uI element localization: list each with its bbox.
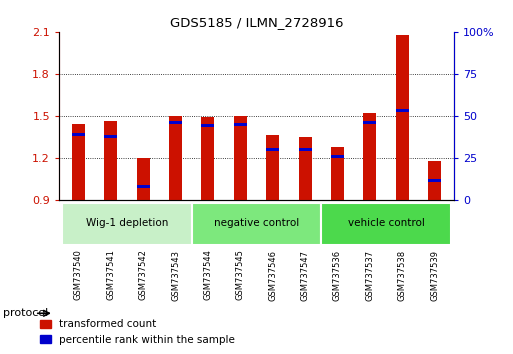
Bar <box>331 155 344 158</box>
Text: GSM737539: GSM737539 <box>430 250 439 301</box>
Text: GSM737538: GSM737538 <box>398 250 407 301</box>
Bar <box>169 116 182 200</box>
Bar <box>396 109 409 112</box>
Text: GSM737540: GSM737540 <box>74 250 83 301</box>
Bar <box>299 148 311 151</box>
Bar <box>266 136 279 200</box>
Bar <box>234 123 247 126</box>
Text: GSM737546: GSM737546 <box>268 250 277 301</box>
Bar <box>299 137 311 200</box>
FancyBboxPatch shape <box>321 203 451 245</box>
Text: GSM737544: GSM737544 <box>204 250 212 301</box>
Text: vehicle control: vehicle control <box>348 218 424 228</box>
Bar <box>202 124 214 127</box>
Bar <box>136 158 150 200</box>
Bar <box>428 179 441 182</box>
Bar <box>72 133 85 136</box>
Legend: transformed count, percentile rank within the sample: transformed count, percentile rank withi… <box>36 315 239 349</box>
Text: negative control: negative control <box>214 218 299 228</box>
Bar <box>234 116 247 200</box>
Bar <box>104 135 117 138</box>
Bar <box>266 148 279 151</box>
Bar <box>169 121 182 124</box>
Bar <box>72 124 85 200</box>
Bar <box>363 121 377 124</box>
Bar <box>331 147 344 200</box>
Text: GSM737537: GSM737537 <box>365 250 374 301</box>
FancyBboxPatch shape <box>62 203 192 245</box>
Text: GSM737545: GSM737545 <box>236 250 245 301</box>
Text: Wig-1 depletion: Wig-1 depletion <box>86 218 168 228</box>
Bar <box>363 113 377 200</box>
Bar <box>396 35 409 200</box>
Bar <box>428 161 441 200</box>
Bar <box>136 185 150 188</box>
Text: protocol: protocol <box>3 308 48 318</box>
Text: GSM737536: GSM737536 <box>333 250 342 301</box>
FancyBboxPatch shape <box>192 203 321 245</box>
Text: GSM737542: GSM737542 <box>139 250 148 301</box>
Title: GDS5185 / ILMN_2728916: GDS5185 / ILMN_2728916 <box>170 16 343 29</box>
Bar <box>202 117 214 200</box>
Text: GSM737543: GSM737543 <box>171 250 180 301</box>
Text: GSM737541: GSM737541 <box>106 250 115 301</box>
Bar <box>104 121 117 200</box>
Text: GSM737547: GSM737547 <box>301 250 309 301</box>
